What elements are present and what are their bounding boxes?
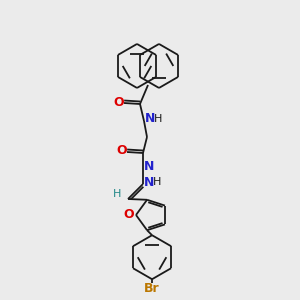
- Text: N: N: [144, 176, 154, 188]
- Text: H: H: [113, 189, 121, 199]
- Text: O: O: [114, 95, 124, 109]
- Text: N: N: [145, 112, 155, 125]
- Text: Br: Br: [144, 282, 160, 295]
- Text: H: H: [153, 177, 161, 187]
- Text: H: H: [154, 114, 162, 124]
- Text: N: N: [144, 160, 154, 173]
- Text: O: O: [117, 145, 127, 158]
- Text: O: O: [124, 208, 134, 221]
